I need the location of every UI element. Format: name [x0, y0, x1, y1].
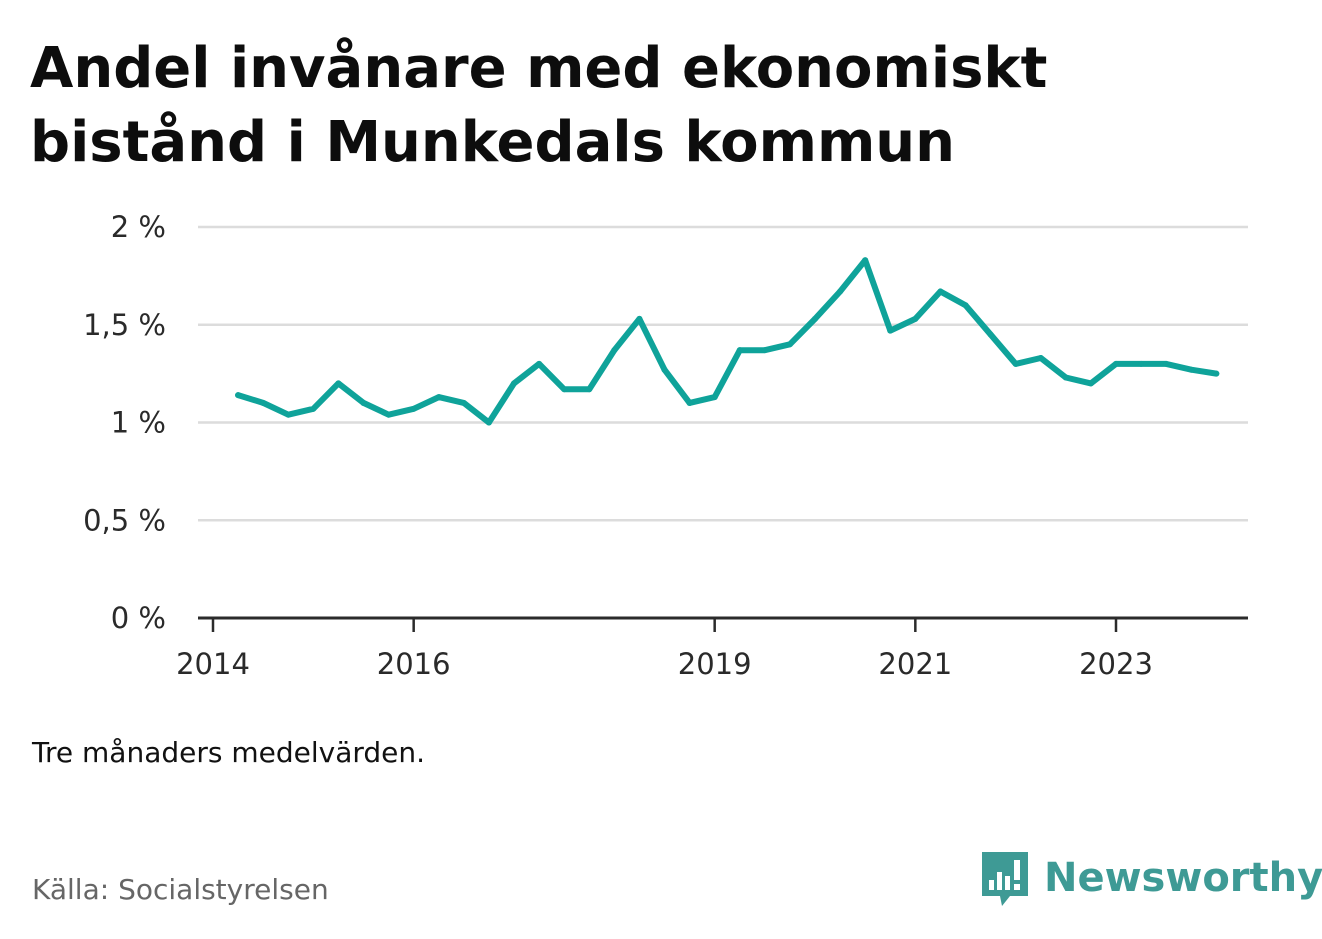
data-point: [410, 405, 417, 412]
data-point: [460, 399, 467, 406]
chart-note: Tre månaders medelvärden.: [32, 736, 426, 769]
data-point: [987, 331, 994, 338]
data-point: [561, 386, 568, 393]
data-point: [1113, 360, 1119, 367]
data-point: [837, 288, 844, 295]
y-tick-label: 1 %: [111, 406, 166, 440]
data-point: [360, 399, 367, 406]
data-point: [285, 411, 292, 418]
data-point: [1213, 370, 1220, 377]
data-point: [761, 347, 768, 354]
data-point: [1087, 380, 1094, 387]
x-tick-label: 2023: [1079, 647, 1153, 681]
data-point: [812, 315, 818, 322]
data-point: [235, 392, 242, 399]
x-tick-label: 2014: [176, 647, 250, 681]
data-point: [260, 399, 267, 406]
y-tick-label: 1,5 %: [83, 308, 166, 342]
y-tick-label: 0,5 %: [83, 503, 166, 537]
data-point: [1138, 360, 1145, 367]
data-point: [310, 405, 317, 412]
brand-logo: Newsworthy: [980, 848, 1322, 908]
data-point: [887, 327, 894, 334]
data-point: [736, 347, 743, 354]
data-point: [385, 411, 392, 418]
data-point: [962, 302, 969, 309]
newsworthy-logo-icon: [982, 852, 1028, 906]
data-point: [485, 419, 492, 426]
data-point: [1062, 374, 1069, 381]
data-point: [611, 347, 618, 354]
y-tick-label: 0 %: [111, 601, 166, 635]
data-point: [711, 394, 718, 401]
data-point: [435, 394, 442, 401]
chart-title: Andel invånare med ekonomiskt bistånd i …: [30, 36, 1048, 175]
data-point: [661, 366, 668, 373]
data-point: [1163, 360, 1170, 367]
data-point: [912, 315, 919, 322]
data-point: [1012, 360, 1019, 367]
data-point: [636, 315, 643, 322]
data-point: [937, 288, 944, 295]
data-point: [536, 360, 543, 367]
data-point: [686, 399, 693, 406]
line-chart: 0 % 0,5 % 1 % 1,5 % 2 % 2014 2016 2019 2021 2023: [83, 210, 1248, 681]
data-point: [1188, 366, 1195, 373]
data-point: [786, 341, 793, 348]
data-point: [862, 257, 869, 264]
brand-name: Newsworthy: [1044, 855, 1322, 901]
x-tick-label: 2016: [377, 647, 451, 681]
series-line: [235, 257, 1220, 426]
data-point: [586, 386, 593, 393]
data-point: [335, 380, 342, 387]
data-point: [511, 380, 517, 387]
source-credit: Källa: Socialstyrelsen: [32, 873, 329, 906]
x-tick-label: 2021: [878, 647, 952, 681]
data-point: [1037, 354, 1044, 361]
x-tick-label: 2019: [678, 647, 752, 681]
y-tick-label: 2 %: [111, 210, 166, 244]
